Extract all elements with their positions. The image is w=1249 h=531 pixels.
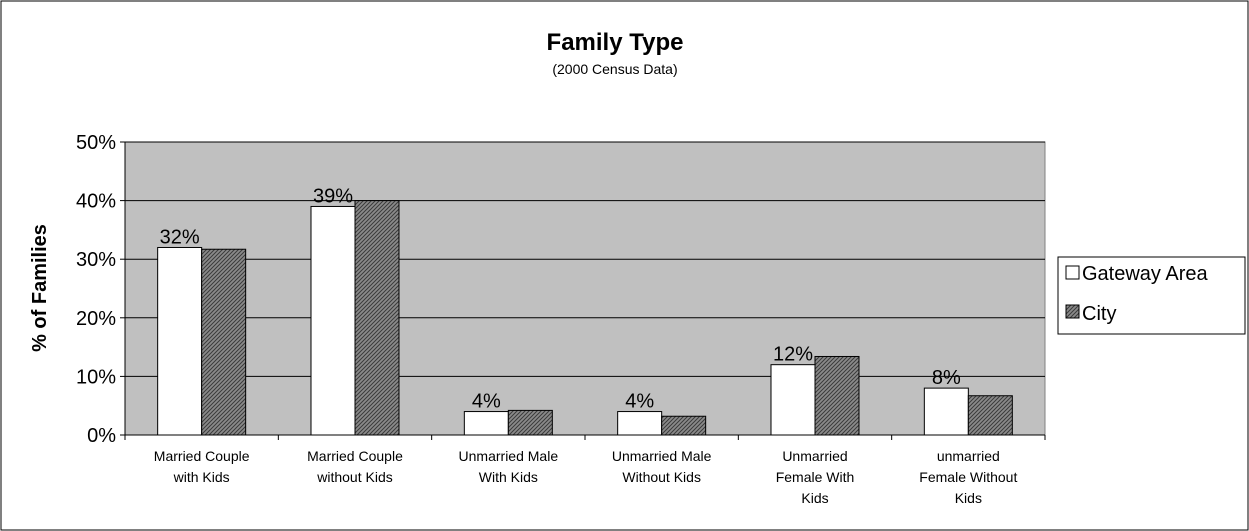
x-category-label: with Kids [173, 469, 230, 485]
legend-label-city: City [1082, 303, 1116, 325]
x-category-label: Female Without [919, 469, 1017, 485]
x-category-label: Kids [801, 490, 828, 506]
data-label: 4% [472, 391, 501, 413]
y-tick-label: 30% [76, 249, 116, 271]
y-tick-label: 40% [76, 191, 116, 213]
x-category-label: Married Couple [154, 448, 250, 464]
plot-area: 0% 10% 20% 30% 40% 50% 32% Married Couple with K… [76, 132, 1046, 506]
y-tick-label: 20% [76, 308, 116, 330]
legend-swatch-city [1065, 304, 1080, 319]
y-tick-label: 10% [76, 366, 116, 388]
bar-city [814, 355, 860, 436]
bar-gateway-area [310, 205, 356, 436]
data-label: 4% [625, 391, 654, 413]
chart-subtitle: (2000 Census Data) [552, 61, 677, 77]
plot-background [124, 141, 1046, 436]
chart-title: Family Type [547, 29, 684, 56]
bar-city [507, 409, 553, 436]
x-category-label: Unmarried [782, 448, 847, 464]
y-axis-label: % of Families [29, 224, 51, 352]
y-tick-label: 0% [87, 425, 116, 447]
bar-city [201, 248, 247, 436]
y-tick-label: 50% [76, 132, 116, 154]
x-category-label: without Kids [316, 469, 392, 485]
bar-gateway-area [157, 246, 203, 436]
data-label: 32% [160, 226, 200, 248]
x-category-label: Married Couple [307, 448, 403, 464]
bar-gateway-area [463, 411, 509, 436]
x-category-label: Without Kids [622, 469, 701, 485]
bar-gateway-area [770, 364, 816, 436]
x-category-label: Unmarried Male [459, 448, 559, 464]
bar-city [967, 395, 1013, 436]
data-label: 8% [932, 367, 961, 389]
bar-city [354, 200, 400, 436]
bar-gateway-area [923, 387, 969, 436]
bar-gateway-area [617, 411, 663, 436]
x-category-label: With Kids [479, 469, 538, 485]
x-category-label: Kids [955, 490, 982, 506]
x-category-label: Female With [776, 469, 855, 485]
legend-label-gateway-area: Gateway Area [1082, 263, 1209, 285]
legend-box [1057, 256, 1246, 335]
x-category-label: unmarried [937, 448, 1000, 464]
data-label: 12% [773, 344, 813, 366]
x-category-label: Unmarried Male [612, 448, 712, 464]
legend-swatch-gateway-area [1065, 265, 1080, 280]
bar-city [661, 415, 707, 436]
data-label: 39% [313, 185, 353, 207]
legend: Gateway Area City [1057, 256, 1246, 335]
